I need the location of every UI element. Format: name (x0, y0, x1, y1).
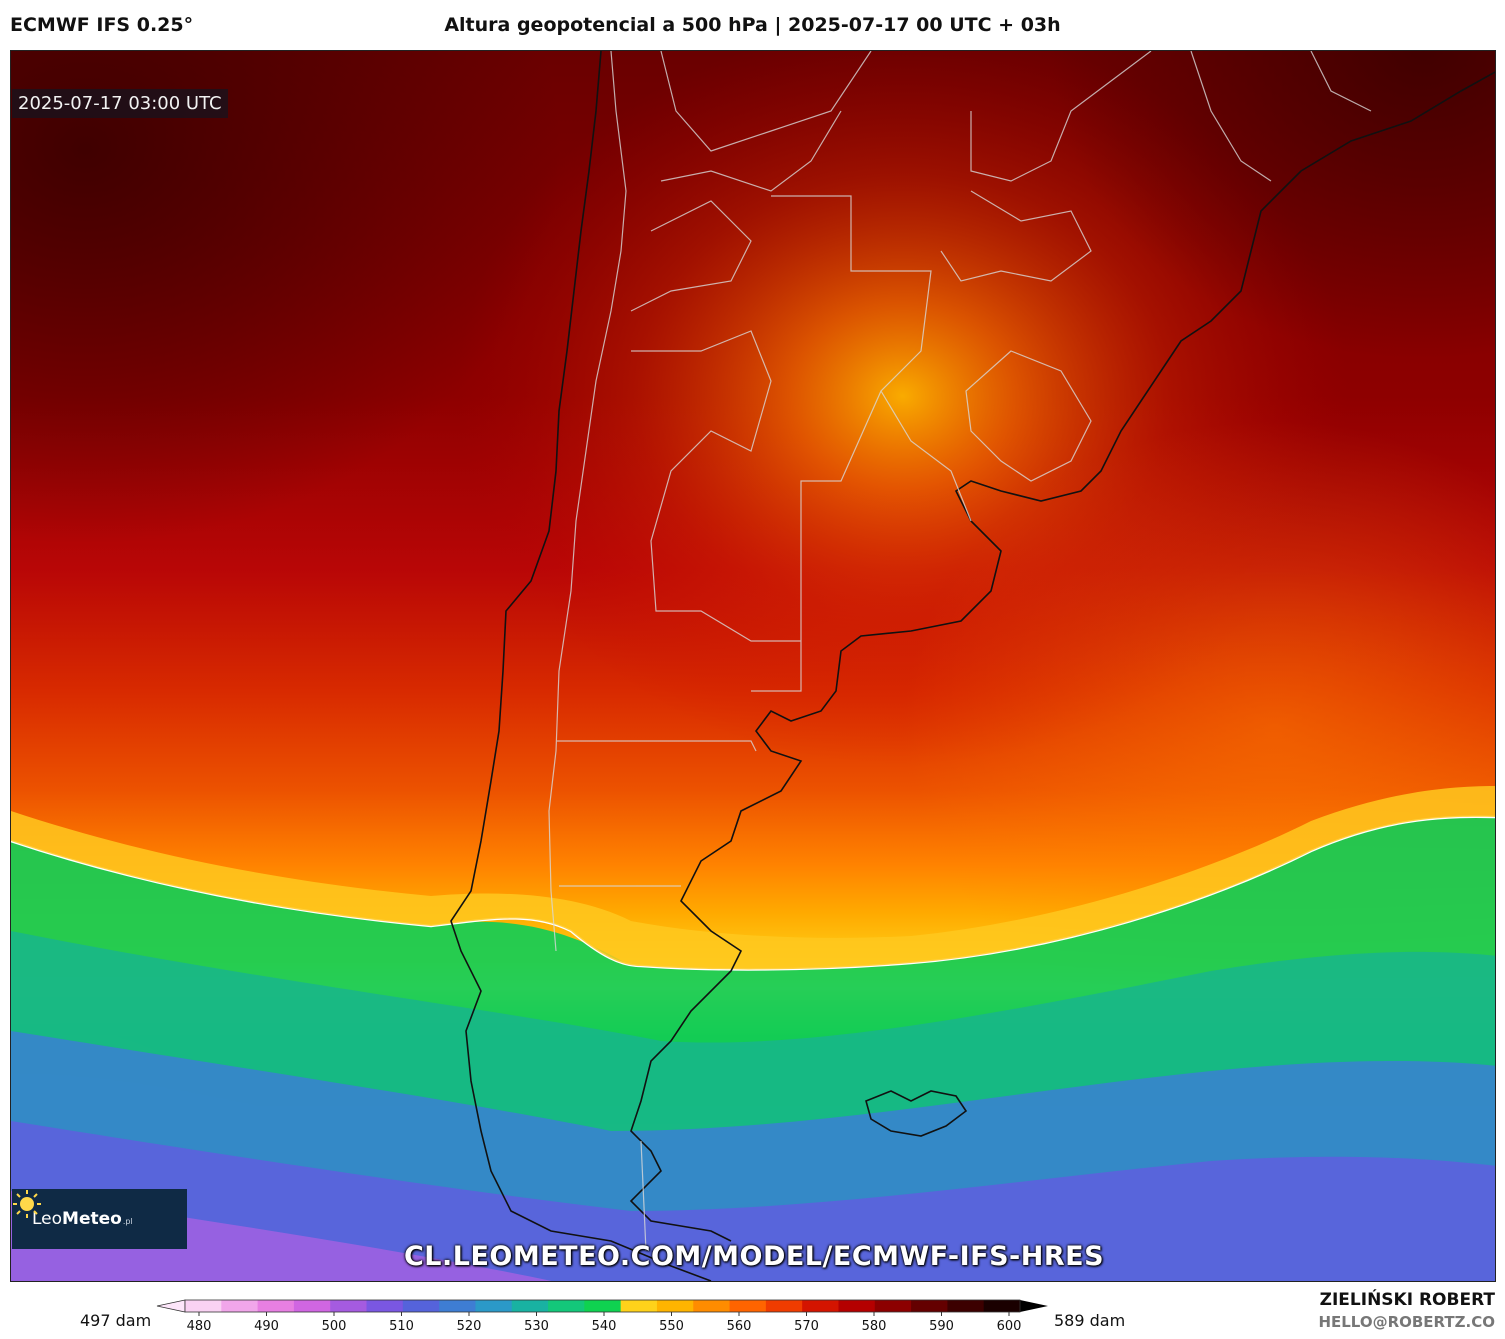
colorbar-tick-label: 550 (659, 1319, 684, 1334)
colorbar-tick-label: 580 (862, 1319, 887, 1334)
colorbar-swatch (330, 1300, 368, 1312)
colorbar-tick-label: 510 (389, 1319, 414, 1334)
colorbar-min-label: 497 dam (80, 1311, 152, 1330)
colorbar-swatch (293, 1300, 331, 1312)
valid-time-label: 2025-07-17 03:00 UTC (12, 89, 228, 118)
colorbar-swatch (584, 1300, 622, 1312)
colorbar-swatch (185, 1300, 222, 1312)
colorbar-min-arrow (156, 1299, 186, 1313)
source-url-watermark: CL.LEOMETEO.COM/MODEL/ECMWF-IFS-HRES (403, 1241, 1105, 1272)
colorbar-swatch (947, 1300, 985, 1312)
colorbar-tick-label: 590 (929, 1319, 954, 1334)
colorbar-swatch (765, 1300, 803, 1312)
coastline (450, 51, 1495, 1281)
colorbar-tick-label: 480 (187, 1319, 212, 1334)
logo-wordmark: LeoMeteo.pl (32, 1209, 133, 1229)
admin-borders (548, 51, 1372, 1252)
colorbar-swatch (983, 1300, 1021, 1312)
colorbar-swatch (656, 1300, 694, 1312)
colorbar-swatch (221, 1300, 259, 1312)
geopotential-map[interactable]: 2025-07-17 03:00 UTC LeoMeteo.pl CL.LEOM… (10, 50, 1496, 1282)
colorbar-swatch (693, 1300, 731, 1312)
colorbar-tick-label: 520 (457, 1319, 482, 1334)
colorbar: 480 490 500 510 520 530 540 550 560 570 580 590 600 (156, 1299, 1048, 1334)
colorbar-max-label: 589 dam (1054, 1311, 1126, 1330)
colorbar-swatch (802, 1300, 839, 1312)
colorbar-tick-label: 500 (322, 1319, 347, 1334)
falkland-islands (865, 1090, 968, 1137)
colorbar-swatch (729, 1300, 767, 1312)
colorbar-frame (184, 1299, 1021, 1313)
author-email[interactable]: HELLO@ROBERTZ.CO (1318, 1313, 1495, 1331)
colorbar-swatch (475, 1300, 513, 1312)
colorbar-swatch (257, 1300, 295, 1312)
colorbar-tick-label: 570 (794, 1319, 819, 1334)
sun-icon (13, 1190, 41, 1218)
colorbar-tick-label: 540 (592, 1319, 617, 1334)
colorbar-tick-label: 560 (727, 1319, 752, 1334)
colorbar-tick-label: 490 (254, 1319, 279, 1334)
map-canvas (11, 51, 1495, 1281)
colorbar-tick-label: 600 (997, 1319, 1022, 1334)
author-name: ZIELIŃSKI ROBERT (1319, 1290, 1495, 1310)
map-title: Altura geopotencial a 500 hPa | 2025-07-… (444, 14, 1061, 36)
leometeo-logo[interactable]: LeoMeteo.pl (12, 1189, 187, 1249)
colorbar-tick-label: 530 (524, 1319, 549, 1334)
colorbar-swatch (366, 1300, 404, 1312)
colorbar-swatch (911, 1300, 948, 1312)
colorbar-swatch (548, 1300, 585, 1312)
model-name: ECMWF IFS 0.25° (10, 14, 194, 36)
colorbar-swatch (439, 1300, 476, 1312)
colorbar-swatch (402, 1300, 440, 1312)
colorbar-swatch (620, 1300, 658, 1312)
colorbar-swatch (838, 1300, 876, 1312)
colorbar-max-arrow (1020, 1300, 1048, 1312)
colorbar-swatch (511, 1300, 549, 1312)
colorbar-swatch (874, 1300, 912, 1312)
